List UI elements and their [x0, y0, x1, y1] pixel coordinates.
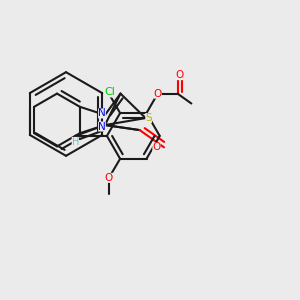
Text: Cl: Cl	[104, 88, 115, 98]
Text: O: O	[175, 70, 183, 80]
Text: H: H	[72, 137, 79, 147]
Text: N: N	[98, 109, 106, 118]
Text: O: O	[105, 173, 113, 183]
Text: S: S	[145, 113, 152, 123]
Text: O: O	[152, 142, 160, 152]
Text: N: N	[98, 122, 106, 131]
Text: O: O	[154, 88, 162, 99]
